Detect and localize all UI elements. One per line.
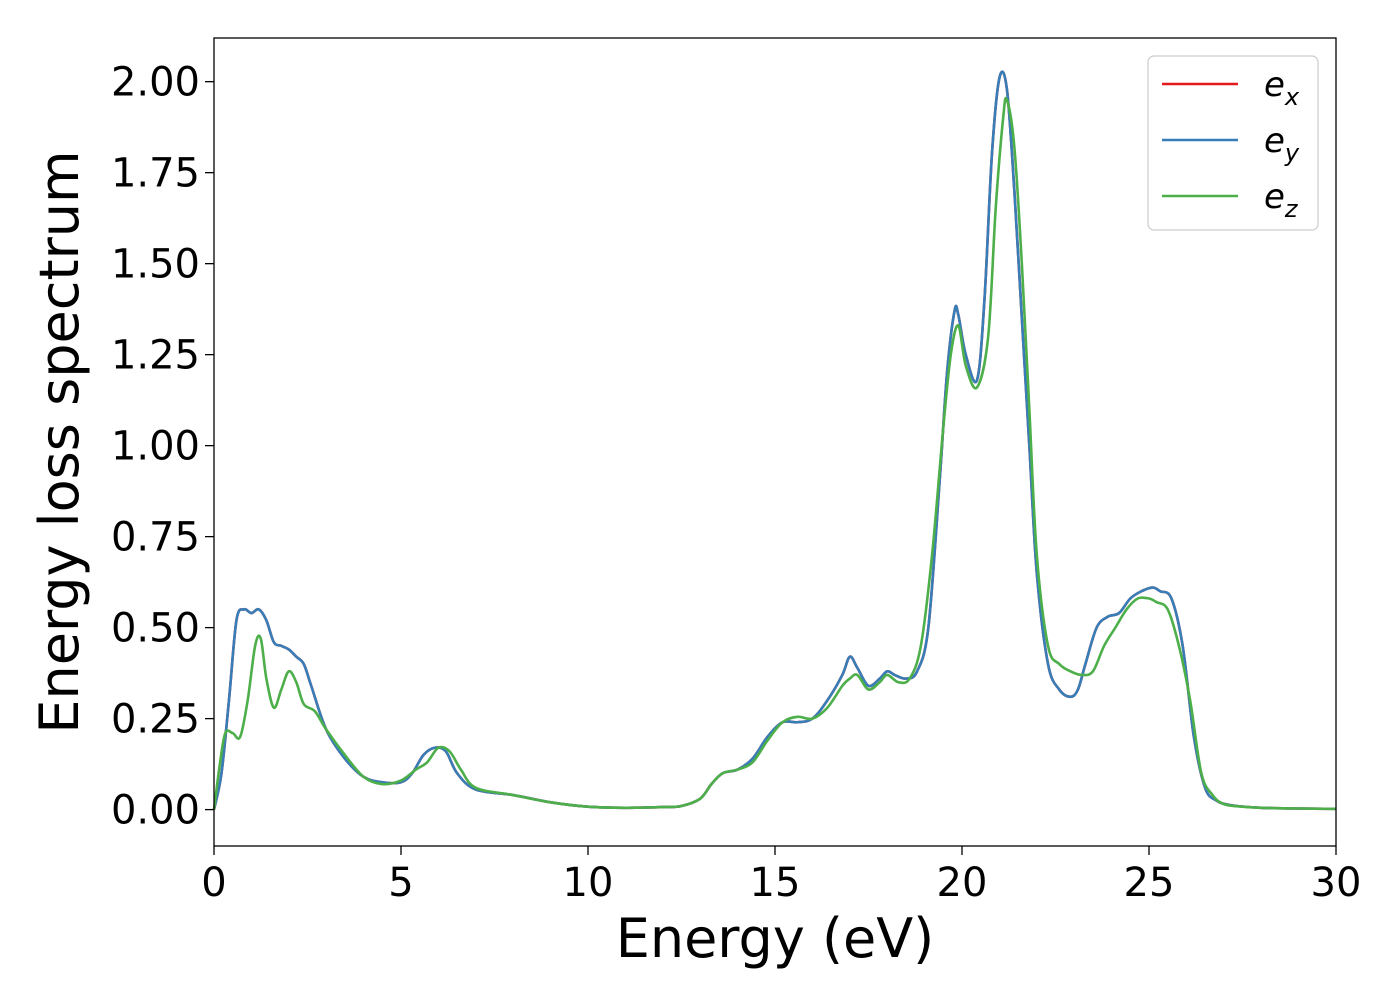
series-line-y [212, 70, 1337, 811]
x-axis-ticks: 0 5 10 15 20 25 30 [201, 846, 1361, 906]
x-tick-label: 5 [388, 860, 413, 906]
series-layer [212, 70, 1337, 811]
legend-label-subscript: z [1284, 195, 1299, 223]
legend-label-z: ez [1264, 177, 1299, 223]
y-tick-label: 1.00 [111, 424, 200, 470]
y-tick-label: 0.75 [111, 515, 200, 561]
legend-label-y: ey [1264, 121, 1300, 167]
legend-label-main: e [1264, 121, 1285, 161]
legend-label-main: e [1264, 177, 1285, 217]
legend-label-x: ex [1264, 65, 1300, 111]
series-line-z [212, 96, 1337, 811]
y-tick-label: 2.00 [111, 60, 200, 106]
legend-box [1147, 55, 1319, 231]
x-tick-label: 30 [1311, 860, 1362, 906]
y-tick-label: 0.00 [111, 788, 200, 834]
x-tick-label: 25 [1124, 860, 1175, 906]
legend-label-main: e [1264, 65, 1285, 105]
y-axis-ticks: 0.00 0.25 0.50 0.75 1.00 1.25 1.50 1.75 2.00 [111, 60, 214, 834]
x-tick-label: 10 [563, 860, 614, 906]
legend-label-subscript: x [1284, 83, 1300, 111]
legend-label-subscript: y [1284, 139, 1300, 167]
x-tick-label: 15 [750, 860, 801, 906]
y-tick-label: 1.50 [111, 242, 200, 288]
y-tick-label: 0.50 [111, 606, 200, 652]
x-axis-title: Energy (eV) [616, 907, 935, 970]
x-tick-label: 0 [201, 860, 226, 906]
x-tick-label: 20 [937, 860, 988, 906]
y-tick-label: 0.25 [111, 697, 200, 743]
y-axis-title: Energy loss spectrum [28, 150, 91, 733]
y-tick-label: 1.75 [111, 151, 200, 197]
y-tick-label: 1.25 [111, 333, 200, 379]
